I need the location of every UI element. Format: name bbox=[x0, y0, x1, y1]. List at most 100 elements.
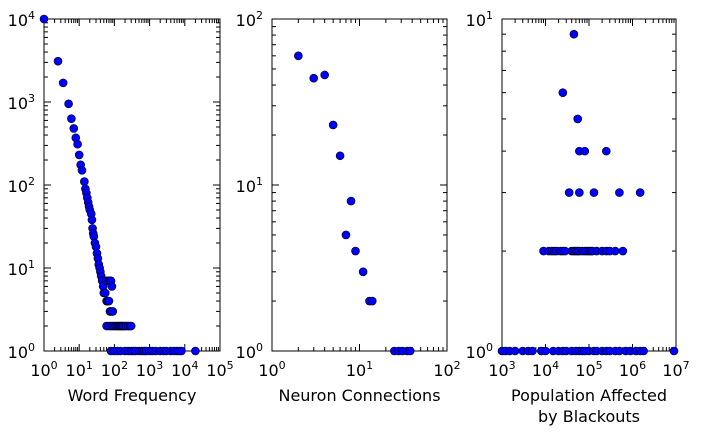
data-point bbox=[309, 73, 319, 83]
data-point bbox=[564, 188, 574, 197]
x-tick-base: 10 bbox=[346, 361, 366, 380]
y-tick-exponent: 1 bbox=[256, 175, 263, 188]
x-tick-base: 10 bbox=[136, 361, 156, 380]
data-point bbox=[558, 88, 568, 97]
x-tick-label: 106 bbox=[619, 359, 646, 380]
data-point bbox=[69, 124, 79, 133]
x-axis-label: by Blackouts bbox=[538, 407, 640, 426]
x-tick-exponent: 6 bbox=[639, 359, 646, 372]
x-tick-label: 101 bbox=[66, 359, 93, 380]
y-tick-base: 10 bbox=[236, 11, 256, 30]
x-tick-base: 10 bbox=[575, 361, 595, 380]
data-point bbox=[346, 196, 356, 206]
data-point bbox=[80, 177, 89, 186]
data-point bbox=[320, 70, 329, 80]
x-tick-label: 105 bbox=[206, 359, 233, 380]
x-tick-exponent: 0 bbox=[51, 359, 58, 372]
data-point bbox=[39, 14, 49, 24]
y-tick-exponent: 3 bbox=[28, 92, 35, 105]
x-tick-label: 101 bbox=[346, 359, 373, 380]
data-point bbox=[335, 151, 345, 161]
data-point bbox=[615, 188, 624, 197]
y-tick-label: 101 bbox=[466, 9, 493, 30]
y-tick-base: 10 bbox=[8, 11, 28, 30]
x-tick-exponent: 0 bbox=[279, 359, 286, 372]
data-point bbox=[108, 307, 118, 316]
data-point bbox=[53, 56, 63, 66]
x-tick-exponent: 5 bbox=[596, 359, 603, 372]
x-tick-label: 103 bbox=[488, 359, 515, 380]
y-tick-base: 10 bbox=[466, 11, 486, 30]
data-point bbox=[87, 215, 97, 225]
data-point bbox=[126, 321, 136, 331]
data-point bbox=[367, 296, 377, 306]
x-tick-base: 10 bbox=[532, 361, 552, 380]
y-tick-label: 101 bbox=[8, 258, 35, 279]
data-point bbox=[73, 139, 82, 149]
y-tick-base: 10 bbox=[8, 94, 28, 113]
data-point bbox=[635, 188, 645, 197]
x-tick-exponent: 7 bbox=[683, 359, 690, 372]
x-tick-exponent: 3 bbox=[509, 359, 516, 372]
y-tick-exponent: 0 bbox=[256, 341, 263, 354]
x-tick-label: 102 bbox=[433, 359, 460, 380]
x-tick-base: 10 bbox=[662, 361, 682, 380]
x-tick-exponent: 4 bbox=[191, 359, 198, 372]
data-point bbox=[294, 51, 303, 61]
data-point bbox=[107, 282, 117, 291]
y-tick-label: 100 bbox=[236, 341, 263, 362]
x-tick-base: 10 bbox=[66, 361, 86, 380]
data-point bbox=[64, 99, 73, 109]
data-point bbox=[541, 346, 550, 356]
data-point bbox=[74, 150, 84, 160]
y-tick-label: 100 bbox=[466, 341, 493, 362]
data-points bbox=[294, 51, 415, 356]
x-tick-label: 103 bbox=[136, 359, 163, 380]
x-tick-label: 107 bbox=[662, 359, 689, 380]
x-tick-base: 10 bbox=[206, 361, 226, 380]
data-point bbox=[67, 114, 76, 123]
data-point bbox=[177, 346, 186, 356]
x-tick-label: 105 bbox=[575, 359, 602, 380]
data-point bbox=[639, 346, 648, 356]
tick-marks bbox=[271, 18, 448, 352]
data-point bbox=[573, 114, 583, 124]
data-point bbox=[351, 246, 360, 256]
x-tick-label: 100 bbox=[30, 359, 57, 380]
x-tick-base: 10 bbox=[488, 361, 508, 380]
data-point bbox=[328, 120, 338, 130]
data-point bbox=[528, 346, 537, 356]
x-tick-exponent: 2 bbox=[454, 359, 461, 372]
data-points bbox=[39, 14, 200, 356]
x-tick-exponent: 1 bbox=[86, 359, 93, 372]
y-tick-label: 102 bbox=[236, 9, 263, 30]
data-point bbox=[104, 296, 114, 306]
data-points bbox=[497, 29, 679, 356]
y-tick-base: 10 bbox=[466, 343, 486, 362]
data-point bbox=[58, 78, 68, 88]
y-tick-base: 10 bbox=[8, 343, 28, 362]
data-point bbox=[100, 288, 110, 298]
y-tick-label: 102 bbox=[8, 175, 35, 196]
y-tick-exponent: 1 bbox=[486, 9, 493, 22]
y-tick-exponent: 1 bbox=[28, 258, 35, 271]
y-tick-base: 10 bbox=[8, 260, 28, 279]
x-tick-exponent: 1 bbox=[366, 359, 373, 372]
y-tick-label: 104 bbox=[8, 9, 35, 30]
x-axis-label: Word Frequency bbox=[68, 386, 197, 405]
data-point bbox=[569, 29, 579, 39]
y-tick-base: 10 bbox=[8, 177, 28, 196]
data-point bbox=[510, 346, 520, 356]
data-point bbox=[575, 188, 584, 197]
data-point bbox=[580, 146, 590, 156]
y-tick-base: 10 bbox=[236, 177, 256, 196]
x-tick-label: 104 bbox=[171, 359, 198, 380]
x-tick-base: 10 bbox=[171, 361, 191, 380]
y-tick-base: 10 bbox=[236, 343, 256, 362]
data-point bbox=[191, 346, 200, 356]
y-tick-label: 100 bbox=[8, 341, 35, 362]
